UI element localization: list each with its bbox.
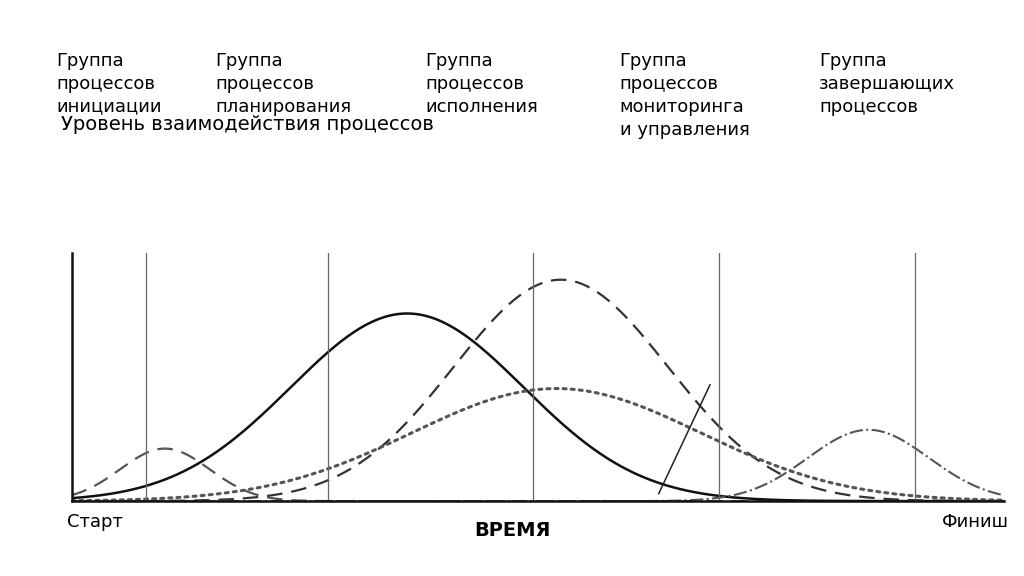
Text: ВРЕМЯ: ВРЕМЯ	[474, 521, 550, 540]
Text: Группа
процессов
планирования: Группа процессов планирования	[215, 52, 351, 116]
Text: Группа
процессов
инициации: Группа процессов инициации	[56, 52, 162, 116]
Text: Старт: Старт	[67, 513, 123, 530]
Text: Группа
процессов
мониторинга
и управления: Группа процессов мониторинга и управлени…	[620, 52, 750, 139]
Text: Уровень взаимодействия процессов: Уровень взаимодействия процессов	[61, 115, 434, 134]
Text: Финиш: Финиш	[942, 513, 1009, 530]
Text: Группа
завершающих
процессов: Группа завершающих процессов	[819, 52, 955, 116]
Text: Группа
процессов
исполнения: Группа процессов исполнения	[425, 52, 538, 116]
